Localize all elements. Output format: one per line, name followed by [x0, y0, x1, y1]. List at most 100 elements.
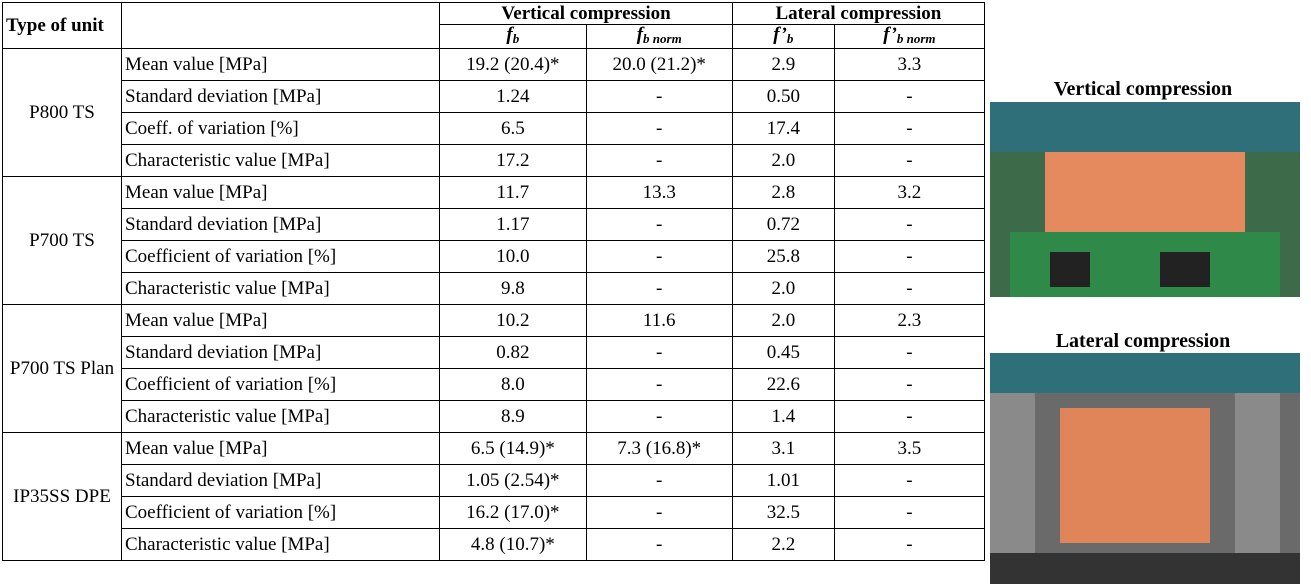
photo-caption: Vertical compression	[983, 78, 1303, 101]
row-label: Coefficient of variation [%]	[122, 369, 440, 401]
cell: 2.0	[732, 305, 834, 337]
cell: -	[586, 273, 732, 305]
cell: 22.6	[732, 369, 834, 401]
row-label: Standard deviation [MPa]	[122, 337, 440, 369]
cell: 6.5 (14.9)*	[440, 433, 586, 465]
cell: 20.0 (21.2)*	[586, 49, 732, 81]
cell: 0.45	[732, 337, 834, 369]
group-header: Vertical compression	[440, 3, 733, 25]
row-label: Coefficient of variation [%]	[122, 241, 440, 273]
subscript: b	[513, 31, 520, 46]
column-header: fb	[440, 25, 586, 49]
row-label: Standard deviation [MPa]	[122, 209, 440, 241]
cell: 1.4	[732, 401, 834, 433]
cell: 10.0	[440, 241, 586, 273]
unit-type: IP35SS DPE	[3, 433, 122, 561]
cell: 8.0	[440, 369, 586, 401]
row-label: Mean value [MPa]	[122, 177, 440, 209]
page: Type of unitVertical compressionLateral …	[0, 0, 1311, 584]
cell: 2.9	[732, 49, 834, 81]
cell: 17.2	[440, 145, 586, 177]
cell: 1.24	[440, 81, 586, 113]
cell: 2.3	[834, 305, 984, 337]
vertical-photo	[990, 102, 1300, 297]
data-row: Standard deviation [MPa]0.82-0.45-	[3, 337, 985, 369]
unit-type: P700 TS	[3, 177, 122, 305]
cell: 2.2	[732, 529, 834, 561]
cell: -	[834, 497, 984, 529]
cell: -	[834, 273, 984, 305]
cell: 9.8	[440, 273, 586, 305]
data-row: Coefficient of variation [%]10.0-25.8-	[3, 241, 985, 273]
cell: 16.2 (17.0)*	[440, 497, 586, 529]
cell: -	[834, 465, 984, 497]
cell: 3.1	[732, 433, 834, 465]
cell: 6.5	[440, 113, 586, 145]
cell: 13.3	[586, 177, 732, 209]
cell: -	[586, 209, 732, 241]
blank-header	[122, 3, 440, 49]
cell: -	[834, 529, 984, 561]
cell: -	[586, 241, 732, 273]
cell: -	[834, 401, 984, 433]
cell: 1.01	[732, 465, 834, 497]
subscript: b norm	[897, 31, 936, 46]
cell: 0.50	[732, 81, 834, 113]
row-label: Coeff. of variation [%]	[122, 113, 440, 145]
cell: 4.8 (10.7)*	[440, 529, 586, 561]
cell: 11.7	[440, 177, 586, 209]
cell: 7.3 (16.8)*	[586, 433, 732, 465]
cell: 32.5	[732, 497, 834, 529]
row-label: Characteristic value [MPa]	[122, 401, 440, 433]
cell: -	[586, 337, 732, 369]
cell: 19.2 (20.4)*	[440, 49, 586, 81]
row-label: Characteristic value [MPa]	[122, 273, 440, 305]
cell: 2.0	[732, 273, 834, 305]
cell: -	[586, 497, 732, 529]
data-row: Standard deviation [MPa]1.17-0.72-	[3, 209, 985, 241]
type-header: Type of unit	[3, 3, 122, 49]
cell: -	[834, 337, 984, 369]
data-row: Characteristic value [MPa]4.8 (10.7)*-2.…	[3, 529, 985, 561]
cell: 11.6	[586, 305, 732, 337]
data-row: Characteristic value [MPa]17.2-2.0-	[3, 145, 985, 177]
cell: 0.82	[440, 337, 586, 369]
row-label: Characteristic value [MPa]	[122, 529, 440, 561]
cell: 2.0	[732, 145, 834, 177]
lateral-photo	[990, 353, 1300, 584]
column-header: fb norm	[586, 25, 732, 49]
cell: 1.17	[440, 209, 586, 241]
cell: 3.2	[834, 177, 984, 209]
cell: -	[834, 113, 984, 145]
row-label: Mean value [MPa]	[122, 305, 440, 337]
row-label: Mean value [MPa]	[122, 49, 440, 81]
cell: 3.3	[834, 49, 984, 81]
column-header: f’b	[732, 25, 834, 49]
cell: 10.2	[440, 305, 586, 337]
cell: -	[586, 81, 732, 113]
cell: 17.4	[732, 113, 834, 145]
photo-caption: Lateral compression	[983, 330, 1303, 353]
row-label: Mean value [MPa]	[122, 433, 440, 465]
cell: 0.72	[732, 209, 834, 241]
cell: -	[834, 369, 984, 401]
cell: -	[834, 209, 984, 241]
symbol: f’	[883, 24, 897, 45]
cell: 2.8	[732, 177, 834, 209]
cell: -	[586, 401, 732, 433]
data-row: Coefficient of variation [%]16.2 (17.0)*…	[3, 497, 985, 529]
cell: -	[586, 145, 732, 177]
cell: -	[834, 145, 984, 177]
cell: 3.5	[834, 433, 984, 465]
cell: -	[834, 241, 984, 273]
cell: -	[586, 529, 732, 561]
cell: 8.9	[440, 401, 586, 433]
group-header: Lateral compression	[732, 3, 984, 25]
cell: -	[586, 369, 732, 401]
data-row: Standard deviation [MPa]1.24-0.50-	[3, 81, 985, 113]
data-row: Coeff. of variation [%]6.5-17.4-	[3, 113, 985, 145]
